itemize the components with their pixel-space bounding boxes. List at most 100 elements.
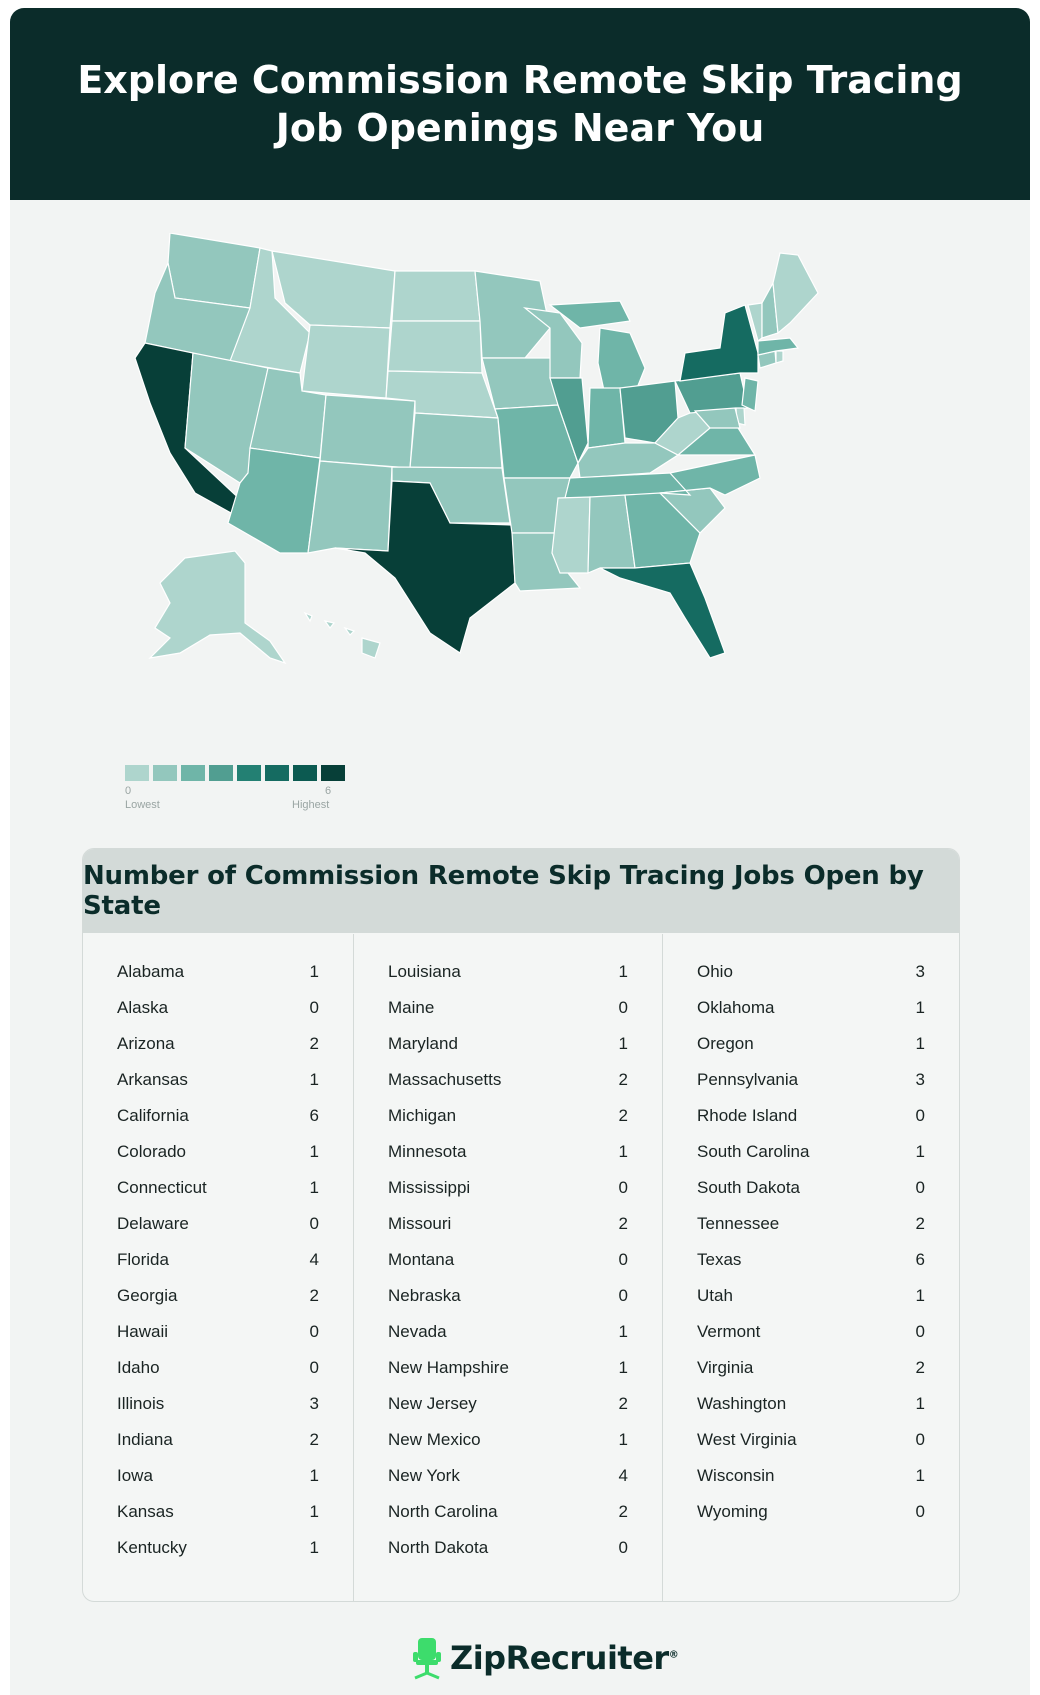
legend-swatch	[293, 765, 317, 781]
state-wyoming[interactable]	[301, 324, 391, 399]
state-name: Nevada	[388, 1322, 447, 1341]
state-name: Florida	[117, 1250, 169, 1269]
state-name: Texas	[697, 1250, 742, 1269]
table-row: Hawaii 0	[83, 1314, 353, 1350]
state-name: Delaware	[117, 1214, 189, 1233]
state-kansas[interactable]	[409, 412, 503, 469]
state-iowa[interactable]	[481, 357, 559, 410]
job-count: 1	[309, 1178, 319, 1197]
state-name: Nebraska	[388, 1286, 461, 1305]
header-banner: Explore Commission Remote Skip Tracing J…	[10, 8, 1030, 200]
table-columns: Alabama 1 Alaska 0 Arizona 2 Arkansas 1 Californ…	[83, 934, 959, 1601]
state-name: South Dakota	[697, 1178, 801, 1197]
state-new-jersey[interactable]	[741, 377, 759, 412]
ziprecruiter-logo[interactable]: ZipRecruiter®	[410, 1633, 679, 1683]
state-idaho[interactable]	[229, 247, 311, 374]
state-massachusetts[interactable]	[757, 337, 800, 356]
legend-values: 0 6	[125, 785, 355, 799]
state-name: Oregon	[697, 1034, 754, 1053]
job-count: 0	[618, 1286, 628, 1305]
job-count: 0	[618, 1178, 628, 1197]
table-row: Nebraska 0	[354, 1278, 662, 1314]
state-new-mexico[interactable]	[307, 460, 393, 554]
state-north-dakota[interactable]	[391, 270, 481, 322]
job-count: 2	[915, 1214, 925, 1233]
state-name: Maryland	[388, 1034, 458, 1053]
state-name: Illinois	[117, 1394, 165, 1413]
job-count: 0	[915, 1502, 925, 1521]
infographic-card: Explore Commission Remote Skip Tracing J…	[10, 8, 1030, 1695]
table-row: Iowa 1	[83, 1458, 353, 1494]
state-mississippi[interactable]	[551, 496, 591, 574]
job-count: 3	[915, 962, 925, 981]
state-name: Virginia	[697, 1358, 754, 1377]
job-count: 1	[309, 962, 319, 981]
table-row: North Dakota 0	[354, 1530, 662, 1566]
state-alaska[interactable]	[148, 550, 287, 665]
table-row: Washington 1	[663, 1386, 959, 1422]
state-rhode-island[interactable]	[775, 350, 784, 364]
job-count: 2	[618, 1502, 628, 1521]
state-maryland[interactable]	[693, 407, 741, 429]
state-georgia[interactable]	[624, 492, 701, 569]
state-south-dakota[interactable]	[387, 320, 483, 374]
table-column-3: Ohio 3 Oklahoma 1 Oregon 1 Pennsylvania 3 Rhode …	[663, 934, 959, 1601]
state-name: North Carolina	[388, 1502, 498, 1521]
table-row: Maryland 1	[354, 1026, 662, 1062]
state-name: Mississippi	[388, 1178, 471, 1197]
job-count: 3	[309, 1394, 319, 1413]
state-name: Pennsylvania	[697, 1070, 799, 1089]
state-name: Arkansas	[117, 1070, 188, 1089]
state-north-carolina[interactable]	[659, 454, 761, 496]
state-name: Vermont	[697, 1322, 761, 1341]
legend-captions: Lowest Highest	[125, 799, 355, 813]
table-row: New York 4	[354, 1458, 662, 1494]
state-name: Massachusetts	[388, 1070, 502, 1089]
table-row: Virginia 2	[663, 1350, 959, 1386]
state-washington[interactable]	[167, 233, 261, 309]
state-name: Washington	[697, 1394, 787, 1413]
job-count: 1	[915, 1394, 925, 1413]
state-indiana[interactable]	[587, 387, 626, 449]
table-row: Wyoming 0	[663, 1494, 959, 1530]
job-count: 2	[309, 1286, 319, 1305]
state-name: California	[117, 1106, 189, 1125]
legend-max: 6	[325, 785, 332, 797]
job-count: 0	[309, 998, 319, 1017]
table-column-1: Alabama 1 Alaska 0 Arizona 2 Arkansas 1 Californ…	[83, 934, 354, 1601]
legend-swatch	[237, 765, 261, 781]
state-florida[interactable]	[599, 562, 726, 659]
state-hawaii[interactable]	[303, 611, 381, 659]
table-row: South Carolina 1	[663, 1134, 959, 1170]
state-texas[interactable]	[334, 480, 516, 654]
job-count: 0	[618, 1250, 628, 1269]
state-name: Idaho	[117, 1358, 160, 1377]
state-colorado[interactable]	[319, 394, 416, 469]
legend-low-label: Lowest	[125, 799, 160, 811]
state-name: Rhode Island	[697, 1106, 798, 1125]
state-illinois[interactable]	[549, 377, 589, 465]
state-name: Missouri	[388, 1214, 452, 1233]
state-name: Minnesota	[388, 1142, 467, 1161]
state-maine[interactable]	[772, 252, 819, 335]
job-count: 2	[618, 1106, 628, 1125]
table-row: Tennessee 2	[663, 1206, 959, 1242]
job-count: 0	[309, 1322, 319, 1341]
state-name: Hawaii	[117, 1322, 169, 1341]
legend-swatch	[265, 765, 289, 781]
job-count: 1	[309, 1142, 319, 1161]
state-name: New Hampshire	[388, 1358, 509, 1377]
job-count: 0	[915, 1322, 925, 1341]
table-column-2: Louisiana 1 Maine 0 Maryland 1 Massachusetts 2 M…	[354, 934, 663, 1601]
job-count: 3	[915, 1070, 925, 1089]
state-name: Alabama	[117, 962, 185, 981]
state-name: Maine	[388, 998, 435, 1017]
job-count: 1	[618, 1034, 628, 1053]
job-count: 1	[309, 1070, 319, 1089]
state-name: Kentucky	[117, 1538, 187, 1557]
table-row: Colorado 1	[83, 1134, 353, 1170]
legend-swatch	[209, 765, 233, 781]
state-arizona[interactable]	[227, 447, 321, 554]
table-title: Number of Commission Remote Skip Tracing…	[83, 861, 924, 921]
state-new-york[interactable]	[679, 304, 759, 382]
